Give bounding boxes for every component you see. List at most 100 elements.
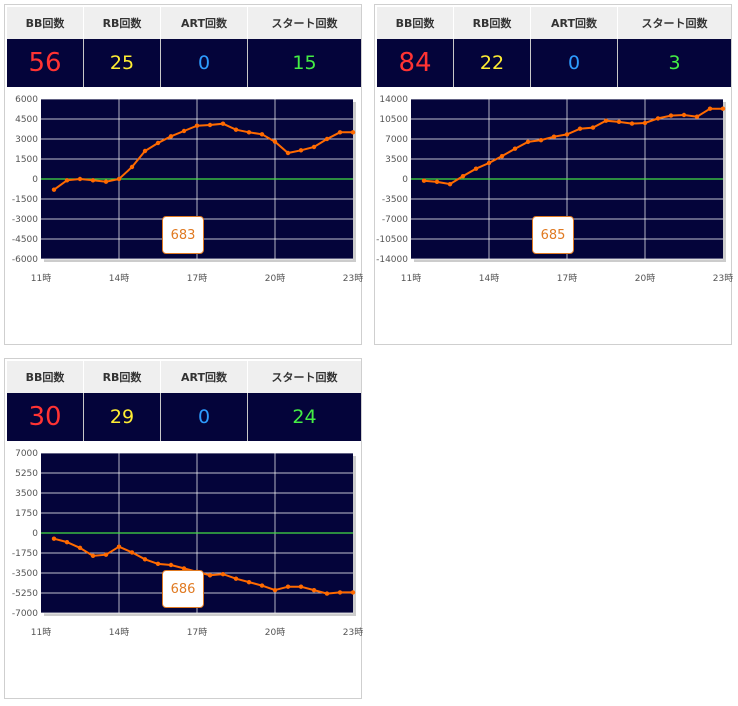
data-point — [233, 127, 239, 132]
y-tick-label: 1500 — [15, 155, 38, 165]
rb-count: 22 — [453, 39, 531, 87]
y-tick-label: 5250 — [15, 469, 38, 479]
data-point — [447, 181, 453, 187]
x-tick-label: 23時 — [343, 627, 363, 638]
rb-header: RB回数 — [83, 361, 161, 393]
data-point — [129, 550, 135, 555]
x-tick-label: 17時 — [557, 273, 577, 284]
data-point — [337, 590, 343, 595]
bb-header: BB回数 — [7, 361, 84, 393]
data-point — [77, 545, 83, 551]
start-header: スタート回数 — [617, 7, 731, 39]
y-tick-label: -3500 — [382, 195, 408, 205]
y-tick-label: 7000 — [15, 449, 38, 459]
data-point — [694, 114, 700, 119]
data-point — [590, 125, 596, 130]
machine-number-button[interactable]: 685 — [532, 216, 574, 254]
data-point — [499, 153, 505, 159]
data-point — [116, 176, 122, 182]
data-point — [116, 544, 122, 549]
art-header: ART回数 — [160, 7, 248, 39]
data-point — [77, 176, 83, 182]
data-point — [350, 130, 356, 135]
y-tick-label: 3000 — [15, 135, 38, 145]
machine-card-683: BB回数 RB回数 ART回数 スタート回数 56 25 0 15 6000 45… — [4, 4, 363, 345]
x-tick-label: 17時 — [187, 273, 207, 284]
data-point — [207, 573, 213, 578]
data-point — [681, 112, 687, 118]
art-count: 0 — [160, 393, 248, 441]
data-point — [168, 134, 174, 139]
data-point — [194, 123, 200, 128]
x-tick-label: 11時 — [401, 273, 421, 284]
data-point — [103, 179, 109, 184]
data-point — [434, 179, 440, 185]
data-point — [285, 584, 291, 589]
x-tick-label: 11時 — [31, 627, 51, 638]
slump-chart: 6000 4500 3000 1500 0 -1500 -3000 -4500 -6000 11時… — [12, 95, 363, 284]
data-point — [486, 160, 492, 166]
y-tick-label: 4500 — [15, 115, 38, 125]
data-point — [642, 120, 648, 126]
data-point — [337, 130, 343, 135]
data-point — [564, 132, 570, 137]
data-point — [64, 539, 70, 545]
x-tick-label: 14時 — [109, 627, 129, 638]
data-point — [460, 173, 466, 179]
start-count: 3 — [617, 39, 731, 87]
data-point — [168, 562, 174, 568]
data-point — [603, 118, 609, 123]
y-tick-label: 1750 — [15, 509, 38, 519]
data-point — [285, 150, 291, 156]
slump-chart: 14000 10500 7000 3500 0 -3500 -7000 -10500 -1400… — [376, 95, 733, 284]
x-tick-label: 23時 — [713, 273, 733, 284]
x-tick-label: 14時 — [479, 273, 499, 284]
x-tick-label: 20時 — [265, 627, 285, 638]
data-point — [311, 144, 317, 150]
data-point — [421, 178, 427, 183]
data-point — [155, 140, 161, 146]
stats-table: BB回数 RB回数 ART回数 スタート回数 84 22 0 3 — [377, 7, 731, 87]
machine-number-button[interactable]: 686 — [162, 570, 204, 608]
y-tick-label: 10500 — [379, 115, 408, 125]
data-point — [220, 571, 226, 577]
bb-count: 84 — [377, 39, 454, 87]
data-point — [181, 566, 187, 571]
data-point — [103, 552, 109, 557]
machine-card-686: BB回数 RB回数 ART回数 スタート回数 30 29 0 24 7000 52… — [4, 358, 363, 699]
data-point — [129, 164, 135, 170]
data-point — [298, 148, 304, 153]
data-point — [551, 134, 557, 139]
data-point — [655, 116, 661, 121]
y-tick-label: 7000 — [385, 135, 408, 145]
data-point — [324, 136, 330, 142]
x-tick-label: 20時 — [265, 273, 285, 284]
data-point — [220, 121, 226, 126]
data-point — [259, 132, 265, 137]
y-tick-label: -7000 — [12, 609, 38, 619]
data-point — [668, 113, 674, 118]
y-tick-label: -5250 — [12, 589, 38, 599]
data-point — [246, 130, 252, 135]
data-point — [629, 121, 635, 126]
start-header: スタート回数 — [247, 7, 361, 39]
data-point — [525, 139, 531, 145]
machine-number-button[interactable]: 683 — [162, 216, 204, 254]
x-tick-label: 17時 — [187, 627, 207, 638]
y-tick-label: 0 — [32, 529, 38, 539]
y-tick-label: -1750 — [12, 549, 38, 559]
x-tick-label: 11時 — [31, 273, 51, 284]
data-point — [298, 584, 304, 589]
data-point — [64, 178, 70, 183]
y-tick-label: -7000 — [382, 215, 408, 225]
bb-count: 30 — [7, 393, 84, 441]
data-point — [142, 557, 148, 562]
art-count: 0 — [530, 39, 618, 87]
bb-header: BB回数 — [7, 7, 84, 39]
data-point — [720, 106, 726, 111]
y-tick-label: 3500 — [385, 155, 408, 165]
y-tick-label: 6000 — [15, 95, 38, 105]
data-point — [272, 587, 278, 593]
y-tick-label: -1500 — [12, 195, 38, 205]
data-point — [259, 583, 265, 588]
